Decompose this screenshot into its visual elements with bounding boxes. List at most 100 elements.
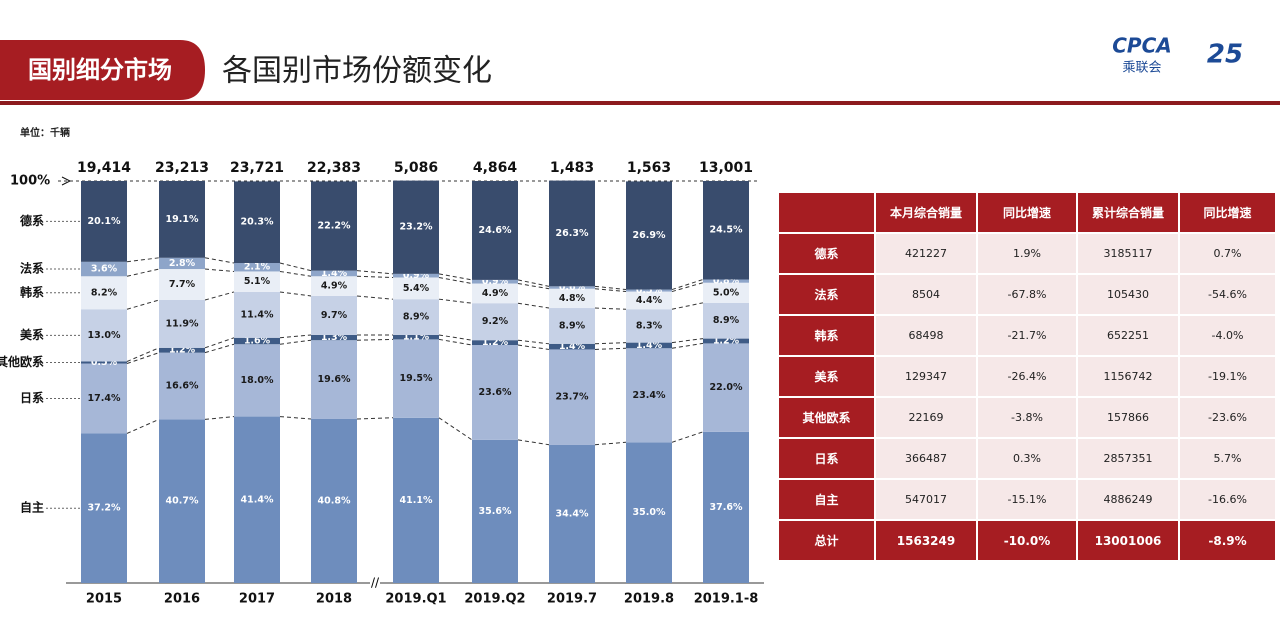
series-label: 德系 <box>20 213 44 228</box>
bar-segment <box>549 308 595 344</box>
bar-segment <box>159 181 205 258</box>
bar-segment <box>234 181 280 264</box>
connector-line <box>126 268 160 277</box>
table-cell: 547017 <box>874 478 978 521</box>
table-cell: 129347 <box>874 355 978 398</box>
table-header-cell: -10.0% <box>976 519 1078 562</box>
header-tab-text: 国别细分市场 <box>28 56 172 84</box>
data-label: 8.9% <box>559 320 586 331</box>
total-label: 4,864 <box>473 160 518 176</box>
series-label: 美系 <box>20 327 44 342</box>
data-label: 23.4% <box>633 390 666 401</box>
bar-segment <box>472 439 518 583</box>
bar-segment <box>626 442 672 583</box>
data-label: 4.9% <box>482 288 509 299</box>
table-row: 韩系 68498 -21.7% 652251 -4.0% <box>777 314 1277 357</box>
data-label: 16.6% <box>166 381 199 392</box>
connector-line <box>356 295 394 300</box>
connector-line <box>204 268 235 272</box>
bar-segment <box>311 295 357 335</box>
connector-line <box>126 257 160 263</box>
connector-line <box>438 298 473 304</box>
table-header-cell: 法系 <box>777 273 876 316</box>
series-label: 日系 <box>20 390 44 405</box>
table-cell: -16.6% <box>1178 478 1277 521</box>
x-tick-label: 2019.1-8 <box>694 592 759 607</box>
connector-line <box>126 352 160 364</box>
data-label: 0.8% <box>713 276 740 287</box>
bar-segment <box>549 288 595 309</box>
logo-25: 25 <box>1207 40 1243 70</box>
table-cell: 5.7% <box>1178 437 1277 480</box>
table-header-cell: 本月综合销量 <box>874 191 978 234</box>
table-cell: -26.4% <box>976 355 1078 398</box>
data-label: 41.4% <box>241 494 274 505</box>
data-label: 26.3% <box>556 228 589 239</box>
data-label: 1.2% <box>169 345 196 356</box>
table-cell: 105430 <box>1076 273 1180 316</box>
connector-line <box>204 257 235 264</box>
data-label: 1.3% <box>321 332 348 343</box>
data-label: 0.6% <box>559 282 586 293</box>
table-cell: 1156742 <box>1076 355 1180 398</box>
bar-segment <box>393 273 439 278</box>
connector-line <box>594 347 627 350</box>
table-cell: 157866 <box>1076 396 1180 439</box>
connector-line <box>356 338 394 341</box>
bar-segment <box>626 348 672 443</box>
table-row: 总计 1563249 -10.0% 13001006 -8.9% <box>777 519 1277 562</box>
data-label: 35.6% <box>479 506 512 517</box>
data-label: 1.2% <box>482 337 509 348</box>
table-header-cell: 总计 <box>777 519 876 562</box>
connector-line <box>356 270 394 275</box>
bar-segment <box>393 299 439 335</box>
bar-segment <box>703 338 749 344</box>
connector-line <box>594 285 627 291</box>
connector-line <box>594 342 627 345</box>
bar-segment <box>393 339 439 418</box>
table-cell: 2857351 <box>1076 437 1180 480</box>
header-rule <box>0 101 1280 105</box>
total-label: 5,086 <box>394 160 438 176</box>
bar-segment <box>234 344 280 417</box>
data-label: 19.6% <box>318 374 351 385</box>
data-label: 26.9% <box>633 230 666 241</box>
bar-segment <box>626 289 672 292</box>
data-label: 5.1% <box>244 276 271 287</box>
data-label: 35.0% <box>633 507 666 518</box>
bar-segment <box>81 276 127 310</box>
table-cell: 8504 <box>874 273 978 316</box>
bar-segment <box>311 334 357 341</box>
table-cell: -4.0% <box>1178 314 1277 357</box>
total-label: 23,721 <box>230 160 284 176</box>
bar-segment <box>626 342 672 349</box>
connector-line <box>517 283 550 290</box>
data-label: 23.7% <box>556 392 589 403</box>
x-tick-label: 2018 <box>316 592 352 607</box>
table-cell: 1.9% <box>976 232 1078 275</box>
x-tick-label: 2019.8 <box>624 592 674 607</box>
connector-line <box>438 273 473 281</box>
connector-line <box>438 276 473 285</box>
connector-line <box>671 431 704 443</box>
connector-line <box>204 337 235 349</box>
table-header-row: 本月综合销量 同比增速 累计综合销量 同比增速 <box>777 191 1277 234</box>
bar-segment <box>472 340 518 346</box>
connector-line <box>594 307 627 310</box>
logo-sub: 乘联会 <box>1122 61 1161 76</box>
data-label: 40.8% <box>318 495 351 506</box>
data-label: 11.4% <box>241 309 274 320</box>
bar-segment <box>549 349 595 445</box>
logo-main: CPCA <box>1112 34 1172 58</box>
data-label: 22.0% <box>710 382 743 393</box>
table-cell: 68498 <box>874 314 978 357</box>
data-label: 23.6% <box>479 387 512 398</box>
bar-segment <box>81 363 127 434</box>
table-header-cell: -8.9% <box>1178 519 1277 562</box>
table-header-cell: 德系 <box>777 232 876 275</box>
data-label: 20.3% <box>241 217 274 228</box>
connector-line <box>594 441 627 446</box>
table-row: 法系 8504 -67.8% 105430 -54.6% <box>777 273 1277 316</box>
x-tick-label: 2019.Q2 <box>464 592 525 607</box>
bar-segment <box>234 416 280 583</box>
